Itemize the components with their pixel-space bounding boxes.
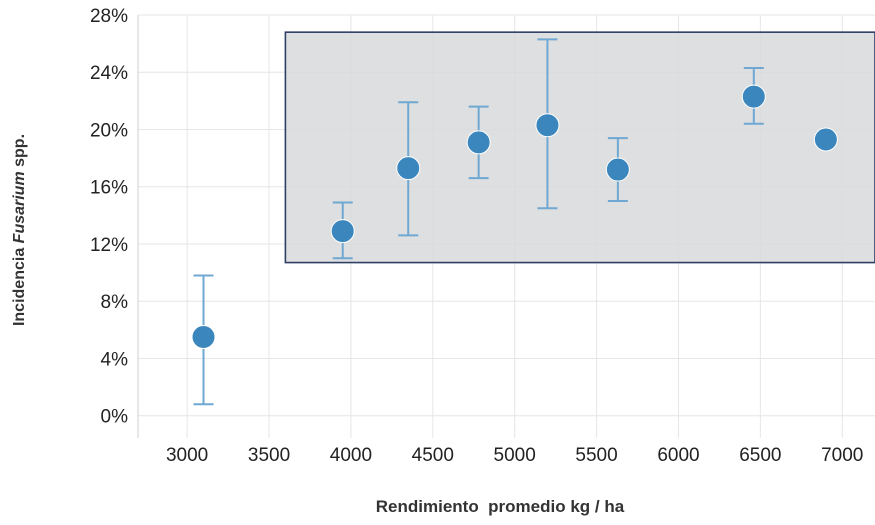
y-tick-label: 24% <box>90 63 128 84</box>
x-tick-label: 4000 <box>330 445 372 466</box>
y-tick-label: 4% <box>101 349 129 370</box>
x-tick-label: 4500 <box>412 445 454 466</box>
data-point <box>813 127 838 152</box>
data-point <box>741 84 766 109</box>
data-point <box>535 113 560 138</box>
x-tick-labels: 3000 3500 4000 4500 5000 5500 6000 6500 7000 <box>166 445 863 466</box>
y-tick-label: 0% <box>101 407 129 428</box>
y-tick-label: 20% <box>90 120 128 141</box>
x-tick-label: 5000 <box>494 445 536 466</box>
y-tick-label: 8% <box>101 292 129 313</box>
data-point <box>605 157 630 182</box>
y-tick-label: 16% <box>90 178 128 199</box>
y-tick-labels: 0% 4% 8% 12% 16% 20% 24% 28% <box>90 6 128 428</box>
y-tick-label: 28% <box>90 6 128 27</box>
y-tick-label: 12% <box>90 235 128 256</box>
y-axis-label: Incidencia Fusarium spp. <box>11 134 28 326</box>
highlight-region <box>284 31 875 264</box>
x-tick-label: 3500 <box>248 445 290 466</box>
data-point <box>396 156 421 181</box>
x-tick-label: 6500 <box>739 445 781 466</box>
data-point <box>466 130 491 155</box>
data-point <box>191 324 216 349</box>
x-axis-label: Rendimiento promedio kg / ha <box>376 497 625 516</box>
x-tick-label: 3000 <box>166 445 208 466</box>
y-axis-label-prefix: Incidencia <box>11 243 28 326</box>
y-axis-label-italic: Fusarium <box>11 171 28 243</box>
x-tick-label: 6000 <box>657 445 699 466</box>
y-axis-label-suffix: spp. <box>11 134 28 171</box>
x-tick-label: 7000 <box>821 445 863 466</box>
data-point <box>330 219 355 244</box>
data-points <box>191 84 838 349</box>
x-tick-label: 5500 <box>575 445 617 466</box>
